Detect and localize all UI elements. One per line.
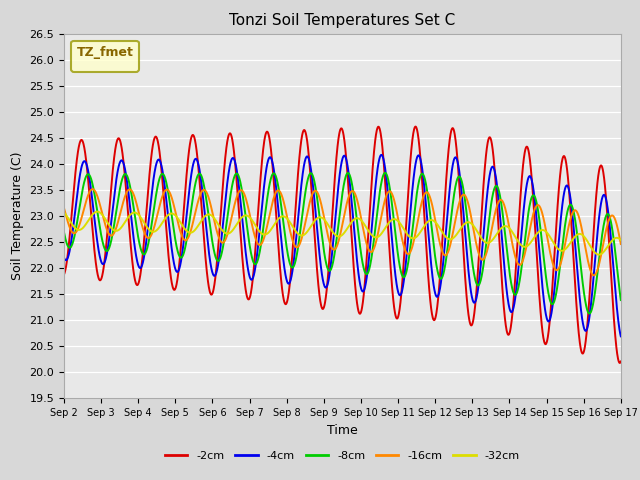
-4cm: [499, 245, 506, 251]
-32cm: [88, 212, 96, 217]
Line: -2cm: -2cm: [64, 127, 621, 363]
-8cm: [601, 216, 609, 222]
-2cm: [412, 124, 419, 130]
-2cm: [601, 183, 609, 189]
-4cm: [601, 193, 609, 199]
-32cm: [601, 248, 609, 253]
-16cm: [602, 231, 609, 237]
-4cm: [617, 334, 625, 339]
-2cm: [601, 180, 609, 186]
-2cm: [316, 296, 324, 302]
-8cm: [60, 229, 68, 235]
-16cm: [331, 246, 339, 252]
-8cm: [381, 170, 389, 176]
-4cm: [331, 222, 339, 228]
-2cm: [331, 176, 339, 182]
-8cm: [617, 297, 625, 303]
-32cm: [93, 209, 101, 215]
-8cm: [316, 217, 324, 223]
Line: -4cm: -4cm: [64, 155, 621, 336]
-32cm: [60, 210, 68, 216]
-4cm: [378, 152, 385, 158]
-4cm: [60, 255, 68, 261]
-4cm: [88, 198, 96, 204]
-32cm: [617, 237, 625, 243]
-4cm: [601, 192, 609, 198]
-2cm: [88, 226, 96, 232]
X-axis label: Time: Time: [327, 424, 358, 437]
Y-axis label: Soil Temperature (C): Soil Temperature (C): [11, 152, 24, 280]
-16cm: [88, 186, 96, 192]
-2cm: [60, 272, 68, 277]
Line: -16cm: -16cm: [64, 189, 621, 276]
-8cm: [88, 181, 96, 187]
-8cm: [331, 250, 339, 255]
-32cm: [595, 252, 603, 258]
Title: Tonzi Soil Temperatures Set C: Tonzi Soil Temperatures Set C: [229, 13, 456, 28]
-32cm: [331, 232, 339, 238]
-8cm: [499, 211, 506, 217]
-32cm: [499, 224, 506, 230]
-16cm: [499, 199, 506, 204]
-2cm: [499, 290, 506, 296]
-8cm: [586, 311, 593, 316]
Line: -8cm: -8cm: [64, 173, 621, 313]
-16cm: [89, 186, 97, 192]
-16cm: [617, 241, 625, 247]
Legend: -2cm, -4cm, -8cm, -16cm, -32cm: -2cm, -4cm, -8cm, -16cm, -32cm: [161, 447, 524, 466]
-32cm: [316, 215, 324, 220]
-2cm: [617, 359, 625, 364]
-8cm: [602, 216, 609, 221]
-16cm: [590, 273, 598, 278]
-2cm: [616, 360, 623, 366]
-32cm: [602, 247, 609, 253]
-16cm: [316, 197, 324, 203]
Line: -32cm: -32cm: [64, 212, 621, 255]
-16cm: [60, 205, 68, 211]
-4cm: [316, 256, 324, 262]
-16cm: [601, 233, 609, 239]
